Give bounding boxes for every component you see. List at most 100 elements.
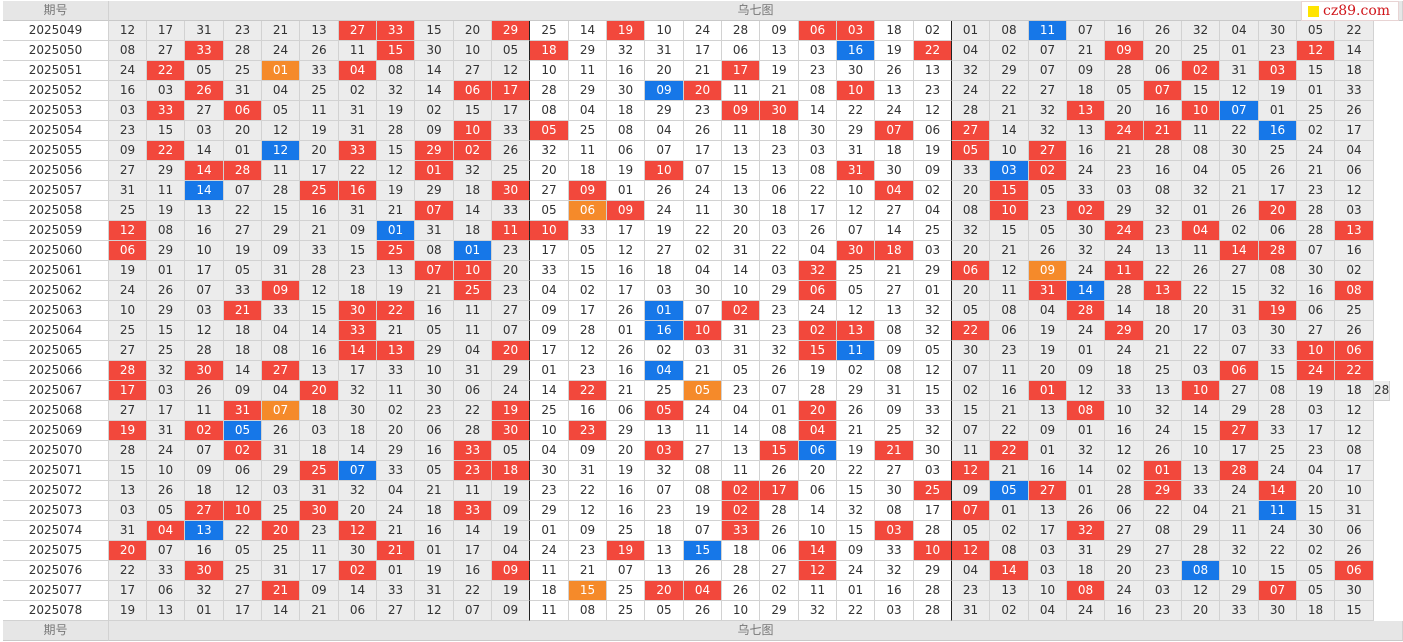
number-cell: 15 (952, 401, 990, 421)
number-cell: 17 (1335, 121, 1374, 141)
number-cell: 11 (262, 161, 300, 181)
number-cell: 22 (837, 101, 875, 121)
number-cell: 33 (377, 461, 415, 481)
number-cell: 30 (339, 401, 377, 421)
number-cell: 22 (990, 81, 1029, 101)
number-cell: 25 (300, 461, 339, 481)
number-cell: 21 (377, 321, 415, 341)
number-cell: 27 (185, 501, 224, 521)
number-cell: 06 (569, 201, 607, 221)
number-cell: 13 (1029, 401, 1067, 421)
number-cell: 02 (339, 81, 377, 101)
number-cell: 20 (722, 221, 760, 241)
number-cell: 05 (645, 401, 684, 421)
number-cell: 27 (1220, 261, 1259, 281)
number-cell: 08 (530, 101, 569, 121)
number-cell: 29 (837, 121, 875, 141)
number-cell: 11 (684, 421, 722, 441)
number-cell: 30 (1259, 321, 1297, 341)
number-cell: 10 (990, 141, 1029, 161)
number-cell: 08 (990, 301, 1029, 321)
number-cell: 28 (1105, 281, 1144, 301)
number-cell: 06 (799, 481, 837, 501)
period-cell: 2025055 (3, 141, 109, 161)
number-cell: 21 (415, 281, 454, 301)
number-cell: 26 (760, 361, 799, 381)
number-cell: 07 (224, 181, 262, 201)
number-cell: 28 (952, 101, 990, 121)
number-cell: 07 (262, 401, 300, 421)
number-cell: 03 (837, 21, 875, 41)
number-cell: 24 (875, 101, 914, 121)
number-cell: 23 (722, 381, 760, 401)
number-cell: 06 (1335, 521, 1374, 541)
number-cell: 12 (1335, 421, 1374, 441)
number-cell: 03 (1144, 581, 1182, 601)
number-cell: 08 (799, 81, 837, 101)
number-cell: 03 (875, 521, 914, 541)
number-cell: 22 (1182, 281, 1220, 301)
number-cell: 21 (224, 301, 262, 321)
number-cell: 19 (1029, 321, 1067, 341)
number-cell: 22 (1144, 501, 1182, 521)
number-cell: 01 (990, 501, 1029, 521)
number-cell: 09 (837, 541, 875, 561)
table-row: 2025065 27 25 28 18 08 16 14 13 29 04 20 17 12 26 02 03 3… (3, 341, 1403, 361)
number-cell: 05 (1220, 161, 1259, 181)
number-cell: 33 (339, 141, 377, 161)
number-cell: 29 (147, 161, 185, 181)
number-cell: 05 (1297, 21, 1335, 41)
table-footer: 期号 乌七图 (3, 621, 1403, 641)
number-cell: 24 (1105, 121, 1144, 141)
number-cell: 14 (1067, 281, 1105, 301)
number-cell: 05 (185, 61, 224, 81)
number-cell: 14 (1220, 241, 1259, 261)
period-cell: 2025064 (3, 321, 109, 341)
number-cell: 07 (492, 321, 530, 341)
number-cell: 14 (185, 181, 224, 201)
number-cell: 20 (952, 281, 990, 301)
site-logo[interactable]: cz89.com (1301, 1, 1399, 21)
number-cell: 27 (1029, 481, 1067, 501)
number-cell: 21 (377, 201, 415, 221)
number-cell: 04 (1029, 601, 1067, 621)
number-cell: 33 (1220, 601, 1259, 621)
number-cell: 06 (1335, 341, 1374, 361)
number-cell: 24 (684, 21, 722, 41)
number-cell: 20 (1105, 561, 1144, 581)
number-cell: 20 (1259, 201, 1297, 221)
number-cell: 27 (224, 581, 262, 601)
number-cell: 32 (339, 481, 377, 501)
number-cell: 33 (377, 21, 415, 41)
number-cell: 19 (300, 121, 339, 141)
table-row: 2025067 17 03 26 09 04 20 32 11 30 06 24 14 22 21 25 05 2… (3, 381, 1403, 401)
number-cell: 09 (492, 561, 530, 581)
number-cell: 29 (1220, 401, 1259, 421)
number-cell: 21 (990, 461, 1029, 481)
number-cell: 26 (185, 81, 224, 101)
number-cell: 29 (990, 61, 1029, 81)
number-cell: 33 (875, 541, 914, 561)
number-cell: 15 (109, 461, 147, 481)
number-cell: 09 (492, 601, 530, 621)
number-cell: 06 (1220, 361, 1259, 381)
number-cell: 29 (1105, 541, 1144, 561)
number-cell: 26 (1144, 441, 1182, 461)
number-cell: 18 (454, 221, 492, 241)
number-cell: 17 (722, 61, 760, 81)
number-cell: 06 (1105, 501, 1144, 521)
number-cell: 18 (1335, 61, 1374, 81)
number-cell: 19 (147, 201, 185, 221)
number-cell: 10 (837, 81, 875, 101)
number-cell: 29 (147, 241, 185, 261)
period-cell: 2025058 (3, 201, 109, 221)
number-cell: 29 (760, 281, 799, 301)
number-cell: 07 (1220, 341, 1259, 361)
number-cell: 26 (607, 341, 645, 361)
number-cell: 29 (415, 141, 454, 161)
number-cell: 27 (875, 461, 914, 481)
number-cell: 12 (1335, 181, 1374, 201)
number-cell: 03 (1182, 361, 1220, 381)
number-cell: 19 (607, 461, 645, 481)
period-cell: 2025054 (3, 121, 109, 141)
